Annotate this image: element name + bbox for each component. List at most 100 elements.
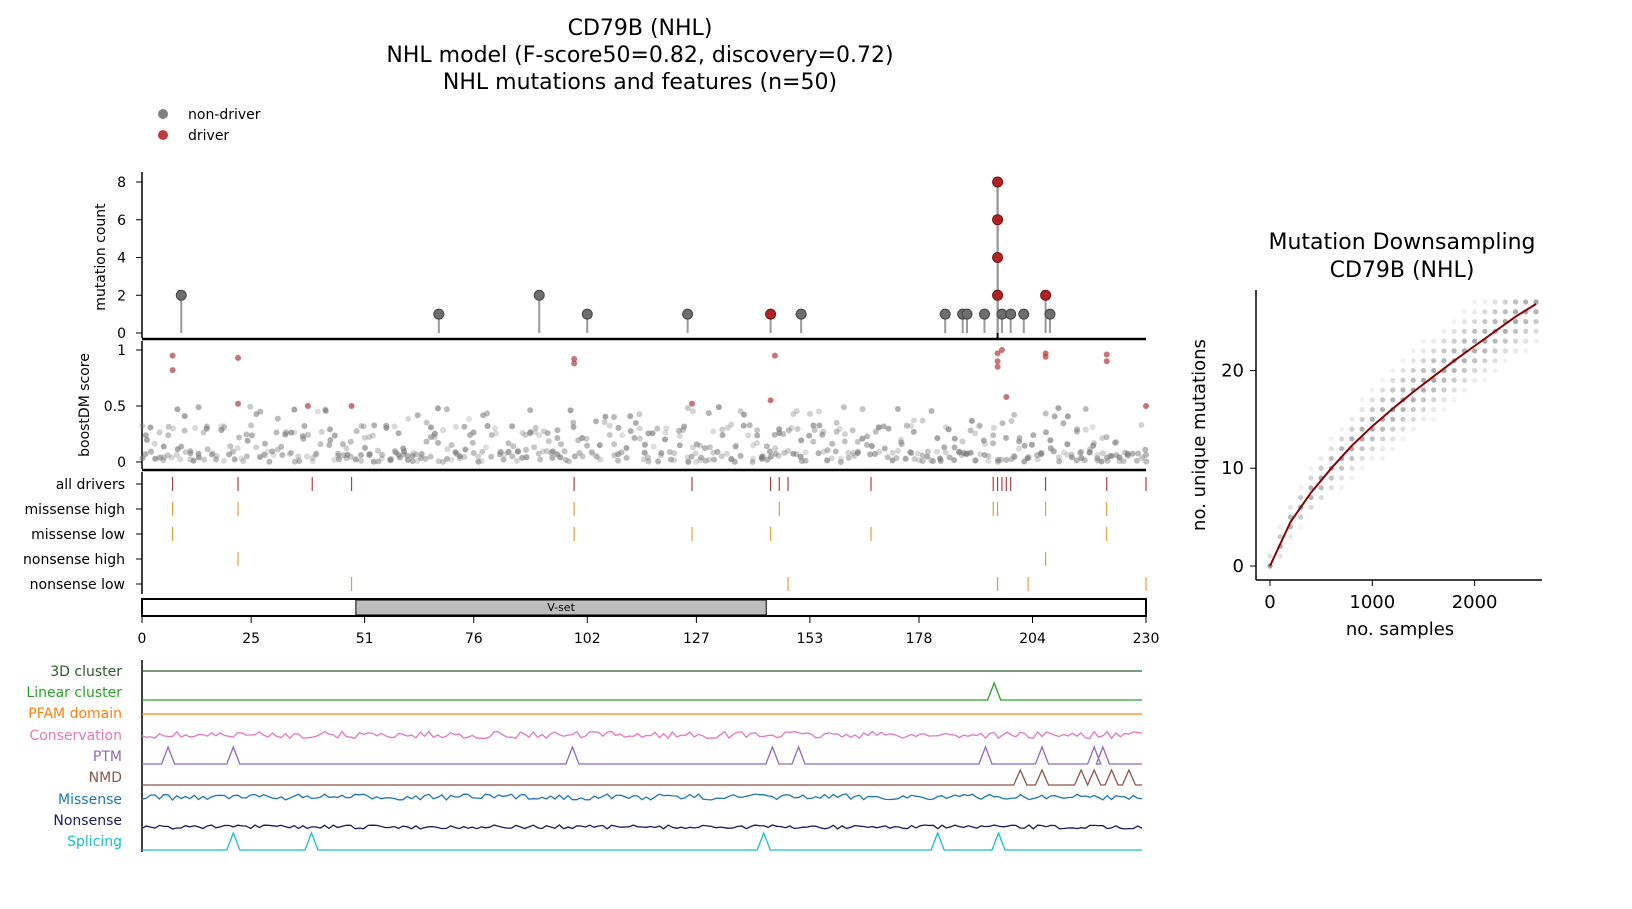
p6-title-2: CD79B (NHL) — [1330, 258, 1475, 283]
p6-sample-point — [1390, 436, 1396, 442]
p2-background-point — [243, 453, 250, 460]
p2-background-point — [815, 408, 822, 415]
domain-v-set — [355, 599, 767, 616]
p2-background-point — [897, 436, 904, 443]
p2-background-point — [1094, 451, 1101, 458]
p2-background-point — [810, 422, 817, 429]
p2-background-point — [195, 404, 202, 411]
p6-sample-point — [1431, 358, 1437, 364]
p2-background-point — [745, 432, 752, 439]
p2-background-point — [657, 452, 664, 459]
p6-sample-point — [1410, 397, 1416, 403]
p2-background-point — [793, 408, 800, 415]
p2-background-point — [740, 422, 747, 429]
p2-driver-point — [571, 355, 578, 362]
p1-non-driver-point — [175, 289, 187, 301]
p2-driver-point — [998, 347, 1005, 353]
p2-background-point — [771, 431, 778, 438]
p2-background-point — [706, 444, 713, 451]
p6-ytick-label: 20 — [1221, 360, 1244, 381]
p2-background-point — [434, 405, 441, 412]
p2-background-point — [1051, 448, 1058, 455]
p6-sample-point — [1482, 377, 1488, 383]
p2-background-point — [1028, 441, 1035, 448]
p2-background-point — [156, 454, 163, 461]
p2-background-point — [549, 448, 556, 455]
p6-sample-point — [1482, 299, 1488, 305]
p2-background-point — [681, 423, 688, 430]
p2-background-point — [1034, 456, 1041, 463]
p2-background-point — [908, 423, 915, 430]
p6-sample-point — [1512, 309, 1519, 315]
p6-sample-point — [1277, 524, 1283, 530]
p2-background-point — [999, 420, 1006, 427]
p2-background-point — [934, 435, 941, 442]
p2-background-point — [1047, 445, 1054, 452]
p2-background-point — [898, 441, 905, 448]
p6-sample-point — [1400, 406, 1406, 413]
p6-sample-point — [1472, 309, 1478, 315]
p6-sample-point — [1410, 426, 1416, 432]
p2-background-point — [928, 407, 935, 414]
p1-non-driver-point — [795, 308, 807, 320]
p2-background-point — [854, 449, 861, 456]
p2-background-point — [160, 443, 167, 450]
p1-ytick-label: 2 — [117, 288, 126, 304]
p2-background-point — [794, 425, 801, 432]
p6-sample-point — [1492, 299, 1498, 305]
legend-label-driver: driver — [188, 128, 229, 144]
p2-background-point — [1116, 454, 1123, 461]
p2-background-point — [304, 431, 311, 438]
p6-sample-point — [1523, 299, 1529, 305]
feature-line-ptm — [142, 745, 1142, 765]
p2-driver-point — [767, 397, 774, 404]
p2-background-point — [644, 454, 651, 461]
p4-xtick-label: 230 — [1133, 631, 1160, 647]
p2-background-point — [395, 430, 402, 437]
p2-background-point — [470, 429, 477, 436]
feature-line-conservation — [141, 730, 1143, 740]
p2-driver-point — [348, 403, 355, 409]
p2-background-point — [327, 436, 334, 443]
p2-background-point — [519, 429, 526, 436]
p6-sample-point — [1390, 446, 1396, 452]
p2-background-point — [845, 449, 852, 456]
figure-title: CD79B (NHL) NHL model (F-score50=0.82, d… — [386, 16, 893, 95]
p6-sample-point — [1523, 328, 1529, 334]
p6-sample-point — [1441, 358, 1447, 364]
p2-background-point — [544, 447, 551, 454]
p6-sample-point — [1359, 416, 1365, 422]
p6-sample-point — [1492, 367, 1498, 374]
p6-sample-point — [1379, 436, 1386, 442]
p1-driver-point — [992, 289, 1004, 301]
p2-background-point — [1103, 454, 1110, 461]
feature-line-missense — [141, 793, 1143, 801]
p2-background-point — [361, 444, 368, 451]
p2-background-point — [431, 430, 438, 437]
p2-background-point — [500, 456, 507, 463]
p6-sample-point — [1431, 387, 1437, 393]
p2-background-point — [299, 433, 306, 440]
p2-background-point — [833, 419, 840, 426]
p2-background-point — [274, 415, 281, 422]
p1-non-driver-point — [1044, 308, 1056, 320]
p2-background-point — [775, 452, 782, 459]
p2-background-point — [781, 449, 788, 456]
p6-sample-point — [1318, 494, 1324, 501]
p2-background-point — [663, 425, 670, 432]
p2-background-point — [262, 452, 269, 459]
p2-background-point — [353, 428, 360, 435]
p2-background-point — [435, 439, 442, 446]
p2-background-point — [592, 452, 599, 459]
p2-background-point — [951, 435, 958, 442]
p2-background-point — [484, 422, 491, 429]
track-label-missense-high: missense high — [25, 502, 125, 518]
p6-sample-point — [1472, 318, 1478, 325]
p1-non-driver-point — [682, 308, 694, 320]
p2-background-point — [990, 440, 997, 447]
p6-sample-point — [1400, 358, 1406, 364]
p2-background-point — [1011, 454, 1018, 461]
p6-sample-point — [1369, 436, 1375, 442]
p2-background-point — [980, 437, 987, 444]
p2-background-point — [893, 454, 900, 461]
